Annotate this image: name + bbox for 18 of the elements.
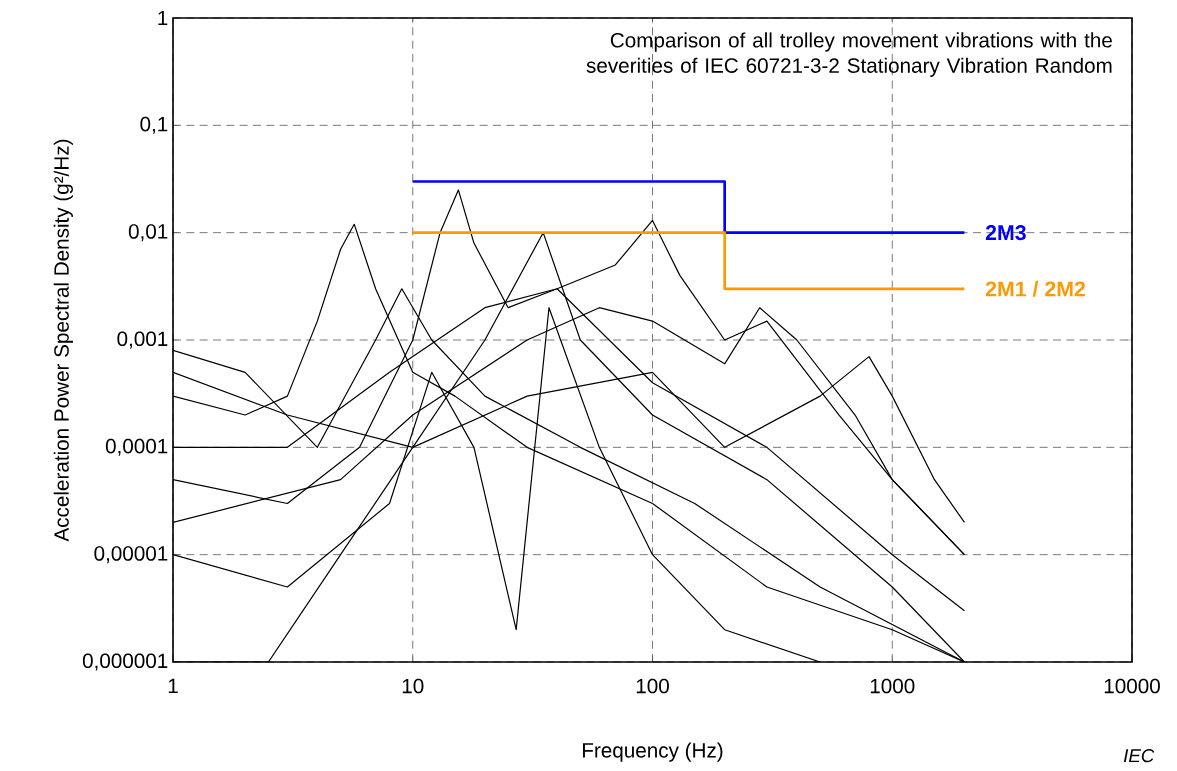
text: IEC [1123, 749, 1155, 763]
y-axis-title: Acceleration Power Spectral Density (g²/Hz) [53, 139, 73, 542]
x-axis-title: Frequency (Hz) [582, 742, 723, 762]
series-label: 2M3 [985, 225, 1026, 241]
y-tick-label: 0,001 [117, 331, 168, 349]
text: Comparison of all trolley movement vibrations with the severities of IEC 60721-3-2 Stationary Vibration Random [586, 32, 1112, 77]
y-tick-label: 0,000001 [82, 653, 168, 671]
series-label: 2M1 / 2M2 [985, 280, 1086, 297]
x-tick-label: 1 [168, 678, 178, 693]
y-tick-label: 1 [158, 10, 168, 26]
y-tick-label: 0,00001 [94, 546, 168, 564]
x-tick-label: 10000 [1104, 678, 1160, 694]
x-tick-label: 1000 [870, 678, 915, 694]
x-tick-label: 100 [636, 678, 669, 694]
y-tick-label: 0,01 [128, 224, 168, 242]
y-tick-label: 0,0001 [105, 438, 168, 456]
y-tick-label: 0,1 [140, 116, 168, 134]
x-tick-label: 10 [402, 678, 424, 694]
